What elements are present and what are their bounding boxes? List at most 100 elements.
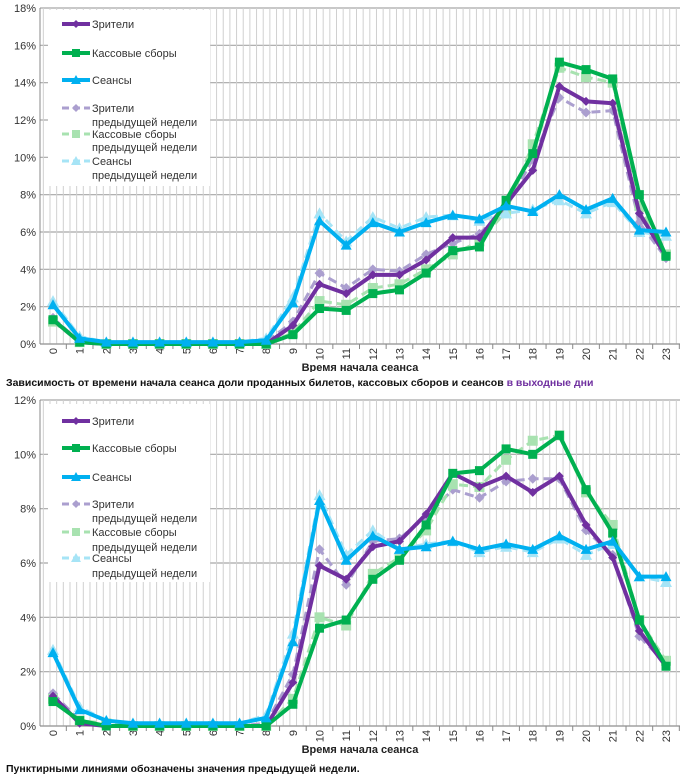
data-point xyxy=(553,189,565,200)
series-2 xyxy=(47,495,672,728)
data-point xyxy=(47,299,59,310)
legend-marker xyxy=(72,417,80,425)
data-point xyxy=(287,297,299,308)
legend-label: Кассовые сборы xyxy=(92,443,177,455)
data-point xyxy=(634,615,644,625)
y-tick-label: 8% xyxy=(20,190,36,202)
legend-label: предыдущей недели xyxy=(92,142,197,154)
data-point xyxy=(633,571,645,582)
legend-marker xyxy=(71,553,81,562)
data-point xyxy=(581,72,592,83)
data-point xyxy=(340,554,352,565)
data-point xyxy=(661,251,671,261)
x-tick-label: 7 xyxy=(235,730,247,736)
x-tick-label: 22 xyxy=(634,348,646,360)
series-line xyxy=(51,96,668,346)
data-point xyxy=(473,213,485,224)
x-tick-label: 4 xyxy=(155,730,167,736)
data-point xyxy=(341,579,352,590)
data-point xyxy=(315,623,325,633)
legend-marker xyxy=(71,472,81,481)
data-point xyxy=(420,217,432,228)
x-tick-label: 8 xyxy=(261,730,273,736)
data-point xyxy=(500,207,513,219)
legend-label: Сеансы xyxy=(92,553,132,565)
data-point xyxy=(313,489,326,501)
data-point xyxy=(501,454,512,465)
legend: Зрители Кассовые сборы Сеансы Зрители предыд… xyxy=(48,10,210,186)
data-point xyxy=(421,268,431,278)
legend-label: Зрители xyxy=(92,19,134,31)
x-tick-label: 4 xyxy=(155,348,167,354)
x-tick-label: 20 xyxy=(581,730,593,742)
data-point xyxy=(367,568,378,579)
data-point xyxy=(154,336,166,347)
data-point xyxy=(367,283,378,293)
data-point xyxy=(528,487,538,497)
data-point xyxy=(607,519,618,530)
x-tick-label: 8 xyxy=(261,348,273,354)
data-point xyxy=(260,334,272,345)
data-point xyxy=(48,315,58,325)
data-point xyxy=(554,81,564,91)
data-point xyxy=(580,548,593,560)
data-point xyxy=(581,520,591,530)
x-tick-label: 14 xyxy=(421,348,433,360)
x-tick-label: 3 xyxy=(128,730,140,736)
data-point xyxy=(394,555,404,565)
legend-marker xyxy=(72,130,80,138)
data-point xyxy=(366,211,379,223)
y-tick-label: 8% xyxy=(20,504,36,516)
caption-top-text: Зависимость от времени начала сеанса дол… xyxy=(6,377,507,389)
data-point xyxy=(527,139,538,150)
y-tick-label: 10% xyxy=(14,449,36,461)
x-tick-label: 23 xyxy=(661,348,673,360)
legend-marker xyxy=(72,49,80,57)
data-point xyxy=(288,320,298,330)
x-tick-label: 12 xyxy=(368,348,380,360)
data-point xyxy=(581,485,591,495)
caption-top-highlight: в выходные дни xyxy=(506,377,594,389)
y-tick-label: 14% xyxy=(14,78,36,90)
data-point xyxy=(580,204,592,215)
data-point xyxy=(314,544,325,555)
x-tick-label: 1 xyxy=(75,348,87,354)
data-point xyxy=(154,717,166,728)
y-tick-label: 2% xyxy=(20,667,36,679)
data-point xyxy=(393,543,405,554)
legend-box xyxy=(48,404,210,582)
x-tick-label: 22 xyxy=(634,730,646,742)
data-point xyxy=(447,209,459,220)
legend-label: предыдущей недели xyxy=(92,117,197,129)
x-tick-label: 10 xyxy=(315,730,327,742)
x-tick-label: 21 xyxy=(608,348,620,360)
x-tick-label: 19 xyxy=(554,348,566,360)
data-point xyxy=(608,528,618,538)
x-tick-label: 15 xyxy=(448,348,460,360)
data-point xyxy=(474,482,484,492)
legend-label: Сеансы xyxy=(92,75,132,87)
x-tick-label: 1 xyxy=(75,730,87,736)
x-tick-label: 14 xyxy=(421,730,433,742)
data-point xyxy=(528,449,538,459)
data-point xyxy=(608,98,618,108)
legend-label: Зрители xyxy=(92,499,134,511)
data-point xyxy=(74,704,86,715)
series-5 xyxy=(47,194,672,348)
data-point xyxy=(48,697,58,707)
data-point xyxy=(393,226,405,237)
data-point xyxy=(180,336,192,347)
data-point xyxy=(448,246,458,256)
data-point xyxy=(367,264,378,275)
y-tick-label: 2% xyxy=(20,302,36,314)
data-point xyxy=(394,536,404,546)
data-point xyxy=(608,74,618,84)
legend-marker xyxy=(72,500,80,508)
x-tick-label: 9 xyxy=(288,730,300,736)
legend-label: предыдущей недели xyxy=(92,568,197,580)
data-point xyxy=(527,473,538,484)
data-point xyxy=(448,468,458,478)
caption-bottom: Пунктирными линиями обозначены значения … xyxy=(6,763,360,775)
y-tick-label: 16% xyxy=(14,40,36,52)
x-tick-label: 12 xyxy=(368,730,380,742)
